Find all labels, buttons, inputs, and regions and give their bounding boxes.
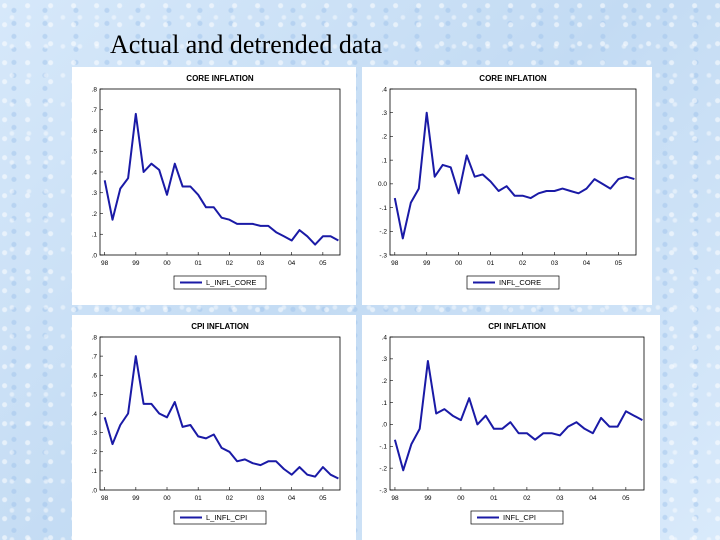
x-tick-label: 02	[519, 260, 527, 267]
series-line	[393, 360, 643, 472]
y-tick-label: .4	[382, 334, 388, 341]
y-tick-label: .1	[382, 157, 388, 164]
y-tick-label: .1	[92, 232, 98, 239]
legend-box	[173, 510, 267, 525]
x-tick-label: 00	[163, 260, 171, 267]
x-tick-label: 01	[195, 495, 203, 502]
legend-box	[173, 275, 267, 290]
series-line	[103, 112, 339, 246]
chart-cpi-inflation-actual: CPI INFLATION .0 .1 .2 .3 .4 .5 .6 .7 .8 98 99 00 01 0…	[92, 322, 341, 525]
y-tick-label: .0	[92, 252, 98, 259]
y-tick-label: .3	[92, 430, 98, 437]
plot-frame	[389, 88, 637, 256]
legend-box	[466, 275, 560, 290]
y-tick-label: .6	[92, 128, 98, 135]
chart-title: CORE INFLATION	[479, 74, 547, 83]
x-tick-label: 99	[423, 260, 431, 267]
x-tick-label: 04	[589, 495, 597, 502]
y-tick-label: .2	[382, 378, 388, 385]
x-tick-label: 01	[487, 260, 495, 267]
x-tick-label: 00	[457, 495, 465, 502]
y-tick-label: -.3	[379, 487, 387, 494]
y-tick-label: .1	[382, 400, 388, 407]
y-tick-label: -.1	[379, 205, 387, 212]
chart-panel-bottom-right: CPI INFLATION -.3 -.2 -.1 .0 .1 .2 .3 .4 98 99 00 01…	[362, 315, 660, 540]
y-tick-label: .7	[92, 107, 98, 114]
x-tick-label: 02	[523, 495, 531, 502]
slide-title: Actual and detrended data	[110, 30, 383, 59]
x-tick-label: 03	[257, 495, 265, 502]
y-tick-label: .4	[92, 411, 98, 418]
x-tick-label: 03	[556, 495, 564, 502]
y-tick-label: .0	[382, 422, 388, 429]
chart-panel-top-left: CORE INFLATION .0 .1 .2 .3 .4 .5 .6 .7 .8 98 99 00 01…	[72, 67, 356, 305]
x-tick-label: 98	[101, 495, 109, 502]
legend-box	[470, 510, 564, 525]
y-tick-label: -.2	[379, 465, 387, 472]
y-tick-label: .6	[92, 373, 98, 380]
y-tick-label: 0.0	[378, 181, 387, 188]
y-tick-label: .4	[382, 86, 388, 93]
x-tick-label: 00	[163, 495, 171, 502]
chart-title: CPI INFLATION	[488, 322, 546, 331]
y-tick-label: .3	[382, 110, 388, 117]
x-tick-label: 04	[288, 495, 296, 502]
legend-label: INFL_CORE	[499, 278, 541, 287]
y-tick-label: .2	[92, 449, 98, 456]
x-tick-label: 05	[622, 495, 630, 502]
chart-cpi-inflation-detrended: CPI INFLATION -.3 -.2 -.1 .0 .1 .2 .3 .4 98 99 00 01…	[379, 322, 645, 525]
y-tick-label: .8	[92, 86, 98, 93]
y-tick-label: .3	[92, 190, 98, 197]
chart-core-inflation-detrended: CORE INFLATION -.3 -.2 -.1 0.0 .1 .2 .3 .4 98 99 00…	[378, 74, 637, 290]
y-tick-label: .1	[92, 468, 98, 475]
x-tick-label: 99	[132, 260, 140, 267]
x-tick-label: 01	[195, 260, 203, 267]
y-tick-label: -.1	[379, 444, 387, 451]
chart-core-inflation-actual: CORE INFLATION .0 .1 .2 .3 .4 .5 .6 .7 .8 98 99 00 01…	[92, 74, 341, 290]
legend-label: INFL_CPI	[503, 513, 536, 522]
legend-label: L_INFL_CORE	[206, 278, 256, 287]
x-tick-label: 04	[288, 260, 296, 267]
series-line	[393, 111, 635, 240]
x-tick-label: 98	[391, 260, 399, 267]
x-tick-label: 02	[226, 260, 234, 267]
x-tick-label: 99	[424, 495, 432, 502]
chart-title: CPI INFLATION	[191, 322, 249, 331]
y-tick-label: .0	[92, 487, 98, 494]
series-line	[103, 355, 339, 480]
y-tick-label: .8	[92, 334, 98, 341]
x-tick-label: 03	[257, 260, 265, 267]
y-tick-label: .5	[92, 149, 98, 156]
x-tick-label: 01	[490, 495, 498, 502]
chart-panel-top-right: CORE INFLATION -.3 -.2 -.1 0.0 .1 .2 .3 .4 98 99 00…	[362, 67, 652, 305]
x-tick-label: 98	[391, 495, 399, 502]
x-tick-label: 98	[101, 260, 109, 267]
y-tick-label: .3	[382, 356, 388, 363]
chart-panel-bottom-left: CPI INFLATION .0 .1 .2 .3 .4 .5 .6 .7 .8 98 99 00 01 0…	[72, 315, 356, 540]
y-tick-label: .2	[382, 134, 388, 141]
x-tick-label: 99	[132, 495, 140, 502]
x-tick-label: 05	[615, 260, 623, 267]
plot-frame	[389, 336, 645, 491]
y-tick-label: .5	[92, 392, 98, 399]
y-tick-label: -.2	[379, 229, 387, 236]
y-tick-label: -.3	[379, 252, 387, 259]
y-tick-label: .4	[92, 169, 98, 176]
chart-title: CORE INFLATION	[186, 74, 254, 83]
x-tick-label: 05	[319, 495, 327, 502]
x-tick-label: 00	[455, 260, 463, 267]
x-tick-label: 04	[583, 260, 591, 267]
x-tick-label: 03	[551, 260, 559, 267]
x-tick-label: 05	[319, 260, 327, 267]
x-tick-label: 02	[226, 495, 234, 502]
y-tick-label: .7	[92, 353, 98, 360]
y-tick-label: .2	[92, 211, 98, 218]
legend-label: L_INFL_CPI	[206, 513, 247, 522]
